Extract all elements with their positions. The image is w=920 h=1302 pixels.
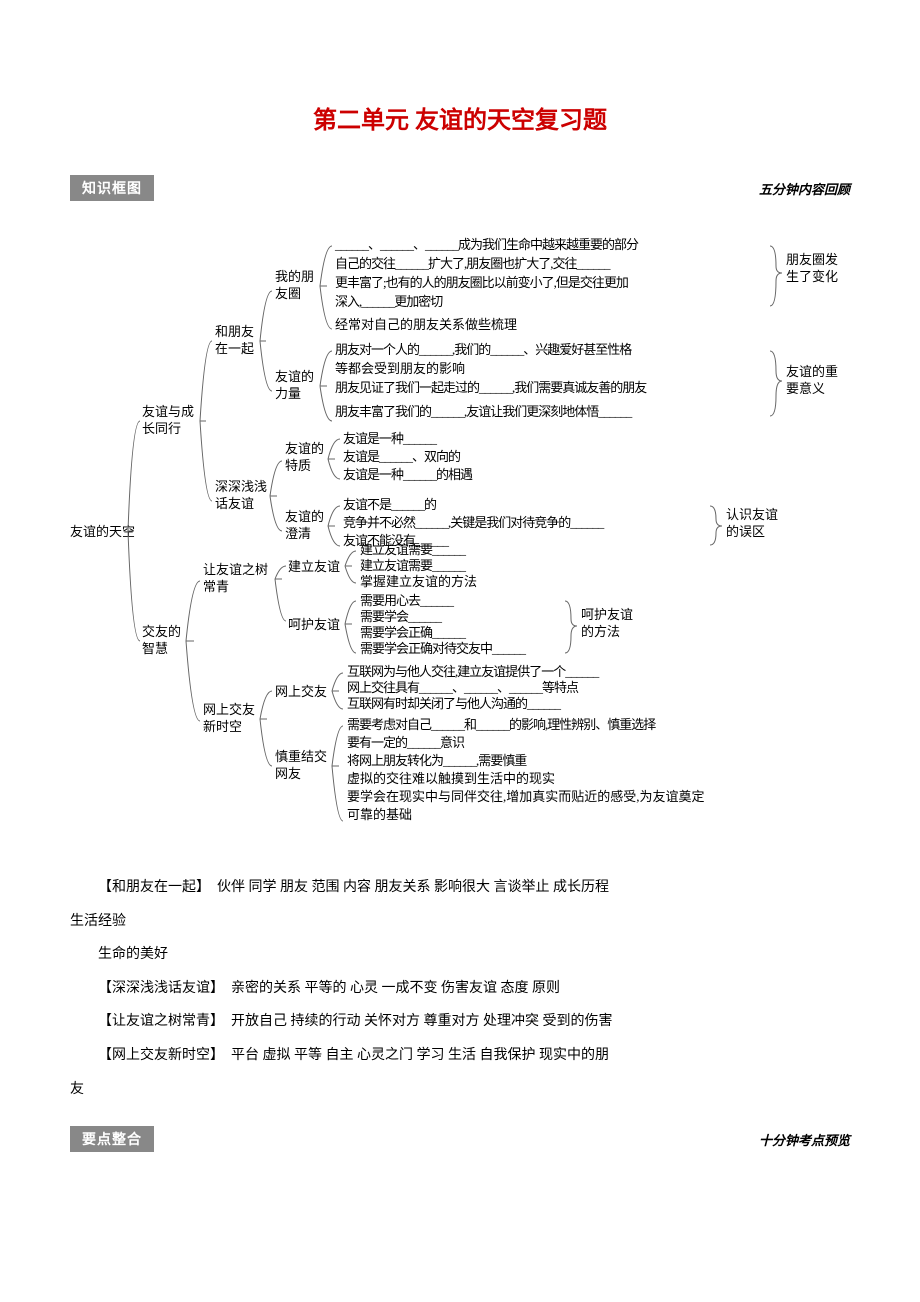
page-title: 第二单元 友谊的天空复习题: [70, 100, 850, 135]
root-label: 友谊的天空: [70, 524, 135, 539]
line-c1: ______、______、______成为我们生命中越来越重要的部分: [334, 237, 639, 252]
clarify: 友谊的: [285, 509, 324, 524]
l1-upper-b: 长同行: [142, 421, 181, 436]
ans-1-text: 伙伴 同学 朋友 范围 内容 朋友关系 影响很大 言谈举止 成长历程: [217, 880, 609, 895]
ans-4-text: 平台 虚拟 平等 自主 心灵之门 学习 生活 自我保护 现实中的朋: [231, 1048, 609, 1063]
l2-tree: 让友谊之树: [203, 562, 268, 577]
netfriend: 网上交友: [275, 684, 327, 699]
r-protect: 呵护友谊: [581, 607, 633, 622]
bar2-label-left: 要点整合: [70, 1126, 154, 1152]
ans-3-label: 【让友谊之树常青】: [98, 1014, 224, 1029]
build: 建立友谊: [288, 559, 340, 574]
l1-lower-b: 智慧: [142, 641, 168, 656]
power-b: 力量: [275, 386, 301, 401]
line-n6: 将网上朋友转化为______,需要慎重: [347, 753, 527, 768]
r-mis-b: 的误区: [726, 524, 765, 539]
line-h2: 需要学会______: [360, 609, 443, 624]
section-bar-1: 知识框图 五分钟内容回顾: [70, 175, 850, 201]
l2-talk-b: 话友谊: [215, 496, 254, 511]
traits-b: 特质: [285, 458, 311, 473]
l2-friends-b: 在一起: [215, 341, 254, 356]
line-t2: 友谊是______、双向的: [343, 449, 461, 464]
my-circle: 我的朋: [275, 269, 314, 284]
line-t1: 友谊是一种______: [343, 431, 438, 446]
l2-net: 网上交友: [203, 702, 255, 717]
line-h3: 需要学会正确______: [360, 625, 467, 640]
ans-3: 【让友谊之树常青】 开放自己 持续的行动 关怀对方 尊重对方 处理冲突 受到的伤…: [70, 1005, 850, 1039]
ans-2: 【深深浅浅话友谊】 亲密的关系 平等的 心灵 一成不变 伤害友谊 态度 原则: [70, 972, 850, 1006]
ans-2-text: 亲密的关系 平等的 心灵 一成不变 伤害友谊 态度 原则: [231, 981, 560, 996]
r-circle: 朋友圈发: [786, 252, 838, 267]
power: 友谊的: [275, 369, 314, 384]
l2-tree-b: 常青: [203, 579, 229, 594]
line-p3: 朋友见证了我们一起走过的______,我们需要真诚友善的朋友: [335, 380, 647, 395]
line-q1: 友谊不是______的: [343, 497, 437, 512]
ans-2-label: 【深深浅浅话友谊】: [98, 981, 224, 996]
ans-4b: 友: [70, 1073, 850, 1107]
line-q2: 竞争并不必然______,关键是我们对待竞争的______: [343, 515, 605, 530]
ans-1: 【和朋友在一起】 伙伴 同学 朋友 范围 内容 朋友关系 影响很大 言谈举止 成…: [70, 871, 850, 905]
r-importance-b: 要意义: [786, 381, 825, 396]
r-mis: 认识友谊: [726, 507, 778, 522]
l1-lower: 交友的: [142, 624, 181, 639]
ans-3-text: 开放自己 持续的行动 关怀对方 尊重对方 处理冲突 受到的伤害: [231, 1014, 613, 1029]
line-p2: 等都会受到朋友的影响: [335, 361, 465, 376]
bar2-label-right: 十分钟考点预览: [759, 1130, 850, 1149]
l2-talk: 深深浅浅: [215, 479, 267, 494]
traits: 友谊的: [285, 441, 324, 456]
my-circle-b: 友圈: [275, 286, 301, 301]
line-p4: 朋友丰富了我们的______,友谊让我们更深刻地体悟______: [335, 404, 633, 419]
ans-4-label: 【网上交友新时空】: [98, 1048, 224, 1063]
line-n4: 需要考虑对自己______和______的影响,理性辨别、慎重选择: [347, 717, 656, 732]
line-n5: 要有一定的______意识: [347, 735, 465, 750]
section-bar-2: 要点整合 十分钟考点预览: [70, 1126, 850, 1152]
cautious: 慎重结交: [275, 749, 327, 764]
line-n1: 互联网为与他人交往,建立友谊提供了一个______: [347, 664, 600, 679]
r-circle-b: 生了变化: [786, 269, 838, 284]
bar-label-left: 知识框图: [70, 175, 154, 201]
protect: 呵护友谊: [288, 617, 340, 632]
line-c5: 经常对自己的朋友关系做些梳理: [335, 317, 517, 332]
line-h1: 需要用心去______: [360, 593, 455, 608]
line-p1: 朋友对一个人的______,我们的______、兴趣爱好甚至性格: [335, 342, 632, 357]
line-n3: 互联网有时却关闭了与他人沟通的______: [347, 696, 562, 711]
answers-block: 【和朋友在一起】 伙伴 同学 朋友 范围 内容 朋友关系 影响很大 言谈举止 成…: [70, 871, 850, 1106]
ans-1c: 生命的美好: [70, 938, 850, 972]
line-n9: 可靠的基础: [347, 807, 412, 822]
l1-upper: 友谊与成: [142, 404, 194, 419]
line-b1: 建立友谊需要______: [360, 542, 467, 557]
line-b2: 建立友谊需要______: [360, 558, 467, 573]
r-protect-b: 的方法: [581, 624, 620, 639]
line-n2: 网上交往具有______、______、______等特点: [347, 680, 579, 695]
line-c2: 自己的交往______扩大了,朋友圈也扩大了,交往______: [335, 256, 611, 271]
line-h4: 需要学会正确对待交友中______: [360, 641, 527, 656]
bar-label-right: 五分钟内容回顾: [759, 179, 850, 198]
ans-4: 【网上交友新时空】 平台 虚拟 平等 自主 心灵之门 学习 生活 自我保护 现实…: [70, 1039, 850, 1073]
knowledge-tree-diagram: 友谊的天空 友谊与成 长同行 交友的 智慧 和朋友 在一起 我的朋 友圈 ___…: [70, 221, 850, 841]
line-c3: 更丰富了;也有的人的朋友圈比以前变小了,但是交往更加: [335, 275, 628, 290]
line-n7: 虚拟的交往难以触摸到生活中的现实: [347, 771, 555, 786]
clarify-b: 澄清: [285, 526, 311, 541]
l2-net-b: 新时空: [203, 719, 242, 734]
ans-1-label: 【和朋友在一起】: [98, 880, 210, 895]
line-c4: 深入,______更加密切: [335, 294, 443, 309]
ans-1b: 生活经验: [70, 905, 850, 939]
l2-friends: 和朋友: [215, 324, 254, 339]
r-importance: 友谊的重: [786, 364, 838, 379]
line-t3: 友谊是一种______的相遇: [343, 467, 473, 482]
line-n8: 要学会在现实中与同伴交往,增加真实而贴近的感受,为友谊奠定: [347, 789, 705, 804]
cautious-b: 网友: [275, 766, 301, 781]
line-b3: 掌握建立友谊的方法: [360, 574, 477, 589]
